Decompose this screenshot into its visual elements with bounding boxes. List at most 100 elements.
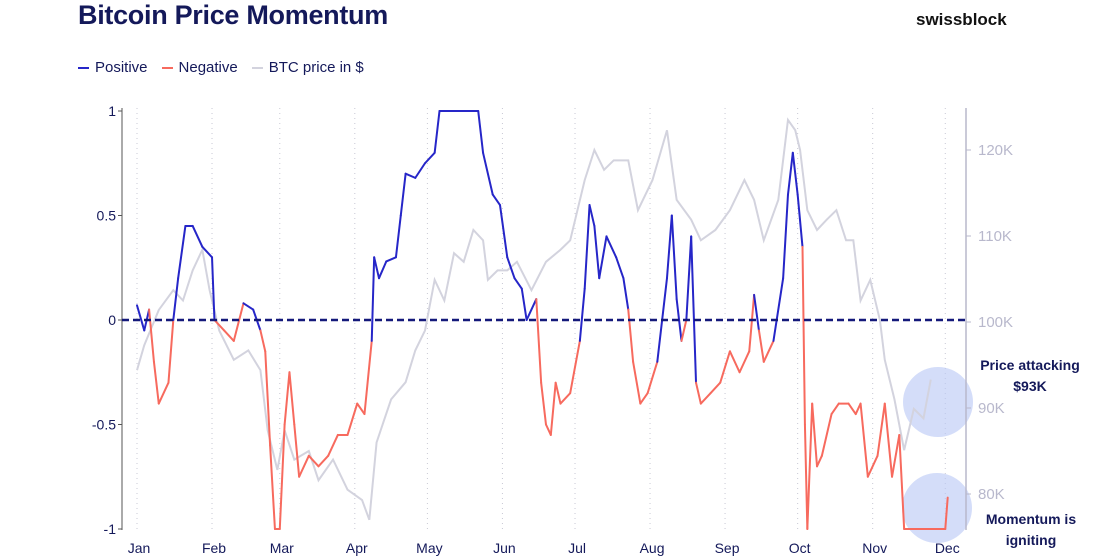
momentum-segment-negative <box>830 402 840 416</box>
momentum-segment-positive <box>491 193 501 207</box>
momentum-segment-negative <box>167 319 175 384</box>
momentum-segment-negative <box>820 413 833 457</box>
momentum-segment-negative <box>803 423 809 530</box>
momentum-segment-negative <box>883 402 894 478</box>
momentum-segment-negative <box>554 381 562 405</box>
x-tick-label: Feb <box>202 540 226 556</box>
price-line <box>136 117 932 521</box>
momentum-segment-positive <box>423 151 436 165</box>
left-tick-label: 0 <box>108 312 116 328</box>
momentum-segment-positive <box>772 277 785 342</box>
legend-swatch-price <box>251 66 263 69</box>
momentum-segment-positive <box>506 256 516 280</box>
x-tick-label: Sep <box>715 540 740 556</box>
right-tick-label: 100K <box>978 314 1013 331</box>
annotation-momentum-line2: igniting <box>1006 532 1057 548</box>
momentum-segment-negative <box>157 381 170 405</box>
momentum-segment-negative <box>806 402 814 530</box>
x-tick-label: May <box>416 540 442 556</box>
x-tick-label: Oct <box>789 540 811 556</box>
momentum-segment-negative <box>259 329 267 353</box>
momentum-segment-negative <box>535 298 543 384</box>
right-tick-label: 90K <box>978 400 1005 417</box>
legend-swatch-negative <box>161 66 173 69</box>
momentum-segment-positive <box>201 245 214 259</box>
momentum-segment-negative <box>264 350 272 447</box>
momentum-segment-positive <box>414 162 426 179</box>
momentum-segment-positive <box>786 151 794 196</box>
legend: Positive Negative BTC price in $ <box>78 59 364 76</box>
momentum-segment-negative <box>801 245 806 426</box>
momentum-segment-positive <box>191 224 204 248</box>
momentum-segment-negative <box>283 371 291 426</box>
momentum-segment-positive <box>685 235 693 321</box>
momentum-segment-positive <box>378 260 388 280</box>
momentum-segment-negative <box>363 339 373 416</box>
momentum-segment-positive <box>525 298 538 321</box>
momentum-segment-negative <box>627 308 635 363</box>
momentum-segment-positive <box>578 287 586 342</box>
momentum-segment-negative <box>699 392 712 405</box>
momentum-segment-positive <box>753 293 760 332</box>
brand-logo: swissblock <box>916 10 1007 29</box>
momentum-segment-positive <box>593 224 601 280</box>
x-tick-label: Jul <box>568 540 586 556</box>
legend-positive: Positive <box>78 59 148 76</box>
x-tick-label: Mar <box>270 540 294 556</box>
x-tick-label: Aug <box>640 540 665 556</box>
legend-swatch-positive <box>78 66 89 69</box>
momentum-segment-positive <box>482 151 494 196</box>
momentum-segment-negative <box>223 329 235 342</box>
momentum-segment-negative <box>738 350 751 374</box>
momentum-segment-negative <box>719 350 731 384</box>
momentum-segment-negative <box>278 423 286 530</box>
momentum-segment-positive <box>513 277 523 290</box>
momentum-segment-negative <box>298 454 310 478</box>
momentum-segment-positive <box>172 277 180 321</box>
momentum-segment-positive <box>622 277 630 311</box>
legend-label: Positive <box>95 59 148 76</box>
legend-negative: Negative <box>161 59 238 76</box>
annotation-momentum-line1: Momentum is <box>986 511 1076 527</box>
highlight-circle-price <box>903 367 973 437</box>
right-tick-label: 110K <box>978 228 1012 245</box>
momentum-segment-positive <box>385 256 397 263</box>
right-tick-label: 80K <box>978 486 1005 503</box>
momentum-segment-positive <box>791 151 799 196</box>
momentum-segment-negative <box>148 308 155 363</box>
momentum-segment-negative <box>569 339 581 395</box>
momentum-segment-positive <box>690 235 698 384</box>
momentum-segment-negative <box>356 402 366 416</box>
x-tick-label: Dec <box>935 540 960 556</box>
momentum-segment-negative <box>728 350 741 374</box>
momentum-segment-negative <box>866 454 879 478</box>
left-tick-label: 1 <box>108 103 116 119</box>
momentum-segment-negative <box>944 496 949 530</box>
right-tick-label: 120K <box>978 142 1013 159</box>
momentum-segment-negative <box>709 381 722 395</box>
momentum-segment-positive <box>782 193 789 280</box>
momentum-segment-negative <box>898 433 906 530</box>
legend-label: BTC price in $ <box>268 59 364 76</box>
left-tick-label: 0.5 <box>97 208 117 224</box>
momentum-segment-negative <box>757 329 765 363</box>
momentum-segment-negative <box>346 402 359 436</box>
momentum-segment-positive <box>177 224 187 280</box>
momentum-segment-negative <box>317 454 330 468</box>
momentum-segment-positive <box>583 204 591 290</box>
momentum-segment-negative <box>559 392 572 405</box>
momentum-segment-negative <box>213 319 226 332</box>
momentum-segment-negative <box>859 402 869 478</box>
momentum-segment-negative <box>288 371 296 426</box>
momentum-segment-negative <box>232 302 245 342</box>
legend-label: Negative <box>178 59 238 76</box>
momentum-segment-negative <box>748 293 756 353</box>
momentum-segment-negative <box>847 402 857 416</box>
chart-title: Bitcoin Price Momentum <box>78 0 388 30</box>
momentum-segment-positive <box>433 110 441 154</box>
momentum-segment-positive <box>605 235 618 259</box>
momentum-segment-positive <box>370 256 376 342</box>
legend-price: BTC price in $ <box>251 59 364 76</box>
momentum-segment-negative <box>549 381 557 436</box>
